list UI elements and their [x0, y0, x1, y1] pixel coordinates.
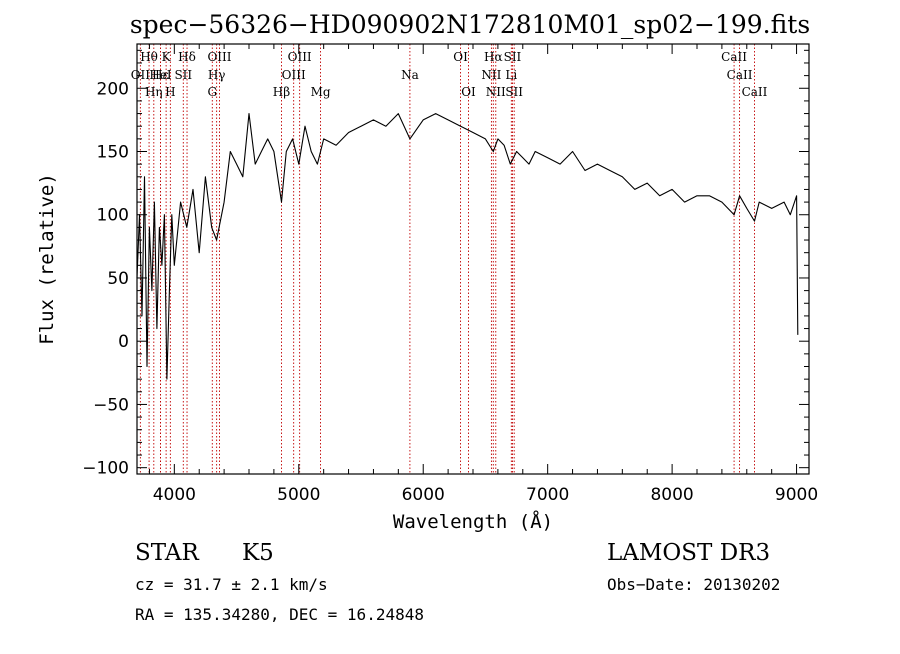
emission-line-label: OIII: [207, 50, 231, 64]
emission-line-label: OI: [453, 50, 468, 64]
y-tick-label: 150: [97, 143, 129, 163]
emission-line-label: NII: [481, 68, 501, 82]
emission-line-label: OI: [461, 85, 476, 99]
emission-line-label: HeI: [149, 68, 172, 82]
emission-line-label: Hη: [145, 85, 163, 99]
y-tick-label: 50: [107, 269, 129, 289]
y-tick-label: 100: [97, 206, 129, 226]
emission-line-label: Mg: [311, 85, 331, 99]
object-class: STAR: [135, 540, 199, 566]
x-tick-label: 8000: [650, 485, 693, 505]
emission-line-label: H: [165, 85, 175, 99]
observation-date: Obs−Date: 20130202: [607, 575, 780, 594]
emission-line-label: G: [207, 85, 217, 99]
emission-line-label: Hβ: [273, 85, 290, 99]
spectrum-series: [136, 113, 799, 380]
emission-line-label: SII: [174, 68, 192, 82]
emission-line-markers: [139, 44, 755, 474]
x-tick-label: 5000: [277, 485, 320, 505]
emission-line-label: OIII: [282, 68, 306, 82]
emission-line-label: OII: [131, 68, 151, 82]
emission-line-label: SII: [504, 50, 522, 64]
emission-line-label: CaII: [727, 68, 753, 82]
x-axis-label: Wavelength (Å): [393, 510, 553, 533]
emission-line-label: NII: [486, 85, 506, 99]
spectrum-line: [136, 113, 799, 380]
emission-line-label: Li: [505, 68, 517, 82]
emission-line-label: SII: [505, 85, 523, 99]
emission-line-label: Hα: [484, 50, 503, 64]
y-tick-label: −100: [82, 459, 129, 479]
emission-line-label: K: [162, 50, 172, 64]
y-tick-label: 0: [118, 332, 129, 352]
y-tick-label: −50: [93, 395, 129, 415]
survey-name: LAMOST DR3: [607, 540, 770, 566]
emission-line-label: Hε: [152, 68, 169, 82]
coordinates-readout: RA = 135.34280, DEC = 16.24848: [135, 605, 424, 624]
object-subclass: K5: [242, 540, 274, 566]
x-tick-label: 9000: [775, 485, 818, 505]
chart-title: spec−56326−HD090902N172810M01_sp02−199.f…: [130, 10, 810, 39]
redshift-readout: cz = 31.7 ± 2.1 km/s: [135, 575, 328, 594]
emission-line-label: OIII: [288, 50, 312, 64]
plot-frame: [136, 43, 810, 475]
emission-line-label: CaII: [742, 85, 768, 99]
y-axis-label: Flux (relative): [36, 173, 58, 345]
emission-line-label: CaII: [721, 50, 747, 64]
x-tick-label: 4000: [153, 485, 196, 505]
emission-line-label: Hθ: [140, 50, 158, 64]
emission-line-label: Hγ: [208, 68, 226, 82]
emission-line-label: Na: [401, 68, 419, 82]
x-tick-label: 6000: [402, 485, 445, 505]
y-tick-label: 200: [97, 79, 129, 99]
y-axis-ticks: −100 −50 0 50 100 150 200: [82, 49, 809, 479]
x-tick-label: 7000: [526, 485, 569, 505]
x-axis-ticks: 4000 5000 6000 7000 8000 9000: [148, 44, 818, 505]
emission-line-label: Hδ: [178, 50, 196, 64]
